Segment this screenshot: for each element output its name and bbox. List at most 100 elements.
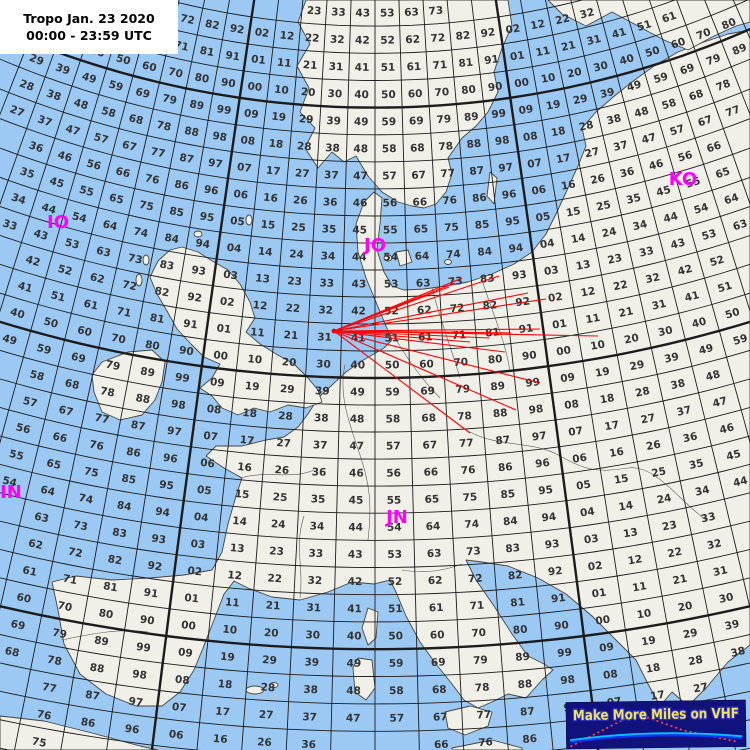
grid-square-number: 47 bbox=[640, 131, 657, 146]
grid-square-number: 96 bbox=[203, 184, 219, 198]
grid-square-number: 41 bbox=[610, 26, 627, 42]
grid-square-number: 58 bbox=[660, 97, 678, 113]
grid-square-number: 93 bbox=[191, 264, 207, 278]
grid-square-number: 18 bbox=[217, 678, 233, 691]
grid-square-number: 22 bbox=[304, 32, 319, 45]
grid-square-number: 66 bbox=[705, 139, 723, 155]
grid-square-number: 38 bbox=[325, 142, 340, 155]
propagation-line bbox=[333, 330, 517, 411]
grid-square-number: 06 bbox=[233, 188, 249, 202]
grid-square-number: 15 bbox=[260, 218, 276, 231]
grid-square-number: 02 bbox=[505, 22, 521, 36]
grid-square-number: 47 bbox=[711, 395, 728, 410]
grid-square-number: 42 bbox=[351, 305, 366, 317]
grid-square-number: 82 bbox=[204, 18, 221, 33]
grid-square-number: 97 bbox=[498, 161, 514, 175]
grid-square-number: 03 bbox=[190, 538, 206, 552]
grid-square-number: 62 bbox=[428, 575, 443, 588]
grid-square-number: 19 bbox=[220, 651, 236, 664]
grid-square-number: 50 bbox=[644, 44, 662, 60]
grid-square-number: 35 bbox=[688, 457, 705, 472]
grid-square-number: 76 bbox=[478, 736, 493, 749]
grid-square-number: 80 bbox=[461, 84, 477, 97]
mmm-vhf-logo[interactable]: Make More Miles on VHF bbox=[565, 699, 747, 750]
horizon-curve-shadow-icon bbox=[569, 733, 743, 744]
grid-square-number: 58 bbox=[382, 143, 397, 155]
grid-square-number: 48 bbox=[353, 143, 368, 155]
grid-square-number: 69 bbox=[678, 61, 696, 77]
grid-square-number: 85 bbox=[474, 218, 490, 231]
grid-square-number: 93 bbox=[151, 533, 167, 547]
propagation-line bbox=[333, 298, 547, 332]
grid-square-number: 79 bbox=[105, 358, 122, 373]
grid-square-number: 96 bbox=[162, 452, 178, 466]
grid-square-number: 14 bbox=[257, 245, 273, 258]
grid-square-number: 91 bbox=[484, 53, 500, 67]
grid-meridian bbox=[241, 0, 304, 750]
grid-square-number: 84 bbox=[503, 515, 519, 528]
grid-square-number: 18 bbox=[242, 407, 258, 420]
grid-square-number: 61 bbox=[429, 602, 444, 615]
grid-square-number: 04 bbox=[539, 237, 555, 251]
grid-square-number: 44 bbox=[348, 522, 363, 534]
grid-square-number: 64 bbox=[426, 520, 441, 533]
grid-square-number: 89 bbox=[188, 98, 205, 113]
grid-square-number: 98 bbox=[211, 130, 227, 144]
grid-square-number: 03 bbox=[223, 269, 239, 283]
grid-square-number: 57 bbox=[382, 170, 397, 182]
grid-square-number: 48 bbox=[633, 105, 650, 121]
grid-square-number: 99 bbox=[525, 376, 541, 390]
grid-square-number: 39 bbox=[315, 385, 330, 398]
grid-square-number: 17 bbox=[649, 689, 665, 703]
grid-square-number: 58 bbox=[386, 413, 401, 425]
grid-square-number: 80 bbox=[193, 71, 210, 86]
grid-square-number: 77 bbox=[440, 167, 455, 180]
grid-square-number: 68 bbox=[127, 112, 144, 127]
propagation-line bbox=[333, 330, 471, 434]
grid-square-number: 55 bbox=[387, 494, 402, 506]
grid-square-number: 82 bbox=[154, 285, 171, 299]
field-label-io: IO bbox=[47, 212, 69, 233]
grid-square-number: 32 bbox=[644, 271, 661, 286]
grid-square-number: 38 bbox=[730, 645, 747, 660]
grid-square-number: 12 bbox=[279, 29, 295, 42]
grid-square-number: 32 bbox=[706, 537, 723, 552]
grid-square-number: 49 bbox=[350, 386, 365, 398]
grid-square-number: 08 bbox=[206, 403, 222, 417]
grid-square-number: 26 bbox=[257, 736, 272, 749]
grid-square-number: 36 bbox=[682, 430, 699, 445]
grid-square-number: 54 bbox=[387, 522, 402, 534]
grid-square-number: 37 bbox=[313, 439, 328, 452]
grid-square-number: 28 bbox=[634, 385, 651, 400]
grid-square-number: 16 bbox=[212, 733, 228, 746]
grid-square-number: 56 bbox=[85, 157, 102, 172]
grid-square-number: 54 bbox=[693, 201, 710, 217]
grid-square-number: 20 bbox=[281, 356, 296, 369]
grid-square-number: 67 bbox=[57, 404, 74, 419]
grid-square-number: 10 bbox=[247, 353, 263, 366]
grid-square-number: 39 bbox=[599, 86, 616, 101]
grid-square-number: 64 bbox=[723, 191, 741, 207]
propagation-line bbox=[333, 330, 471, 343]
grid-square-number: 35 bbox=[322, 223, 337, 236]
river bbox=[342, 364, 371, 541]
grid-meridian bbox=[106, 0, 230, 750]
grid-square-number: 05 bbox=[196, 484, 212, 498]
grid-square-number: 60 bbox=[76, 324, 93, 339]
maidenhead-field-labels: IO JO KO IN JN bbox=[0, 169, 697, 528]
grid-meridian bbox=[596, 0, 750, 610]
grid-square-number: 56 bbox=[383, 197, 398, 209]
grid-square-number: 69 bbox=[409, 115, 424, 128]
grid-square-number: 17 bbox=[555, 152, 572, 166]
grid-square-number: 98 bbox=[170, 398, 186, 412]
grid-square-number: 95 bbox=[538, 484, 554, 498]
grid-square-number: 20 bbox=[623, 332, 640, 347]
grid-square-number: 81 bbox=[149, 312, 166, 326]
grid-square-number: 20 bbox=[566, 66, 583, 81]
grid-square-number: 00 bbox=[247, 80, 263, 94]
grid-square-number: 22 bbox=[612, 279, 629, 294]
grid-square-number: 86 bbox=[522, 733, 538, 746]
grid-square-number: 70 bbox=[695, 26, 713, 42]
grid-square-number: 41 bbox=[683, 289, 700, 304]
